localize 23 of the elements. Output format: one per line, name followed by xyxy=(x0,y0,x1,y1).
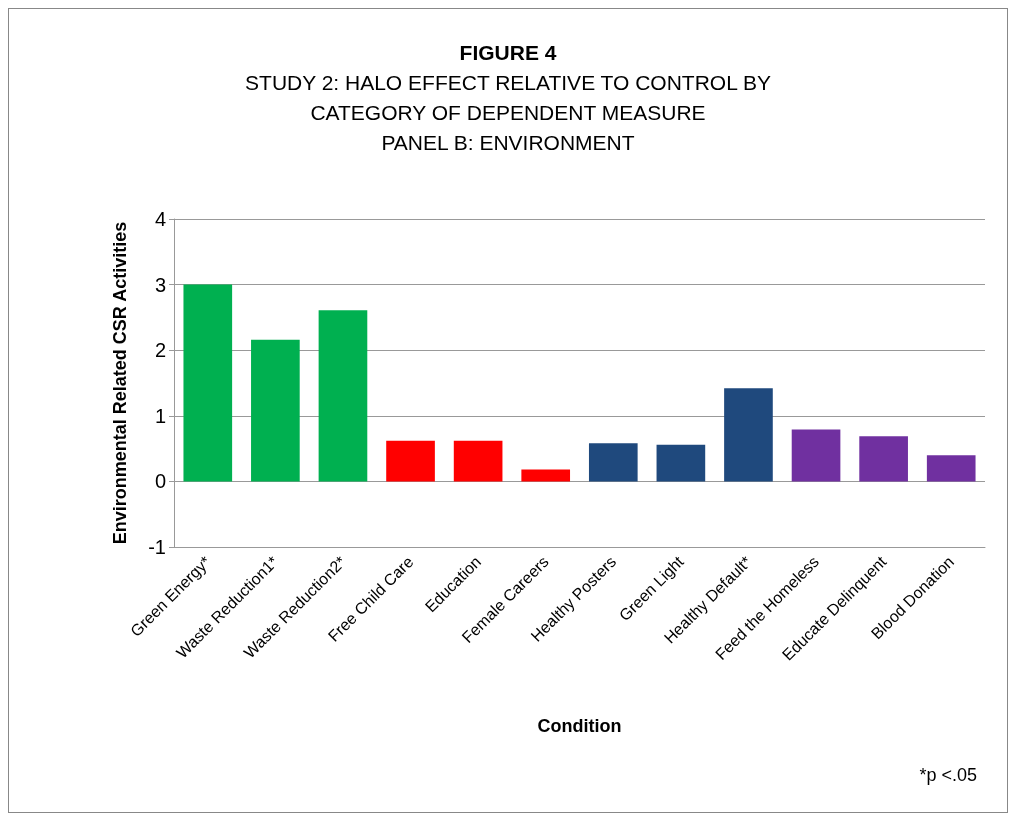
bar xyxy=(521,469,571,482)
chart-title: FIGURE 4 xyxy=(459,41,557,64)
y-tick-label: -1 xyxy=(148,536,166,558)
bar xyxy=(318,310,368,482)
chart-subtitle: STUDY 2: HALO EFFECT RELATIVE TO CONTROL BY CATEGORY OF DEPENDENT MEASURE PANEL B: ENVIRONMENT xyxy=(245,70,771,154)
y-axis-title: Environmental Related CSR Activities xyxy=(110,221,130,545)
bar xyxy=(859,436,908,482)
text: *p <.05 xyxy=(919,765,978,785)
bar xyxy=(724,388,773,482)
bar xyxy=(386,440,435,482)
bar xyxy=(791,429,841,482)
bar xyxy=(183,284,233,482)
bar xyxy=(656,444,706,482)
bar xyxy=(588,443,638,482)
y-tick-label: 4 xyxy=(154,208,166,230)
bar xyxy=(926,455,976,482)
bar xyxy=(251,339,300,482)
y-tick-label: 2 xyxy=(154,339,166,362)
y-tick-label: 1 xyxy=(154,404,166,427)
y-tick-label: 3 xyxy=(154,273,166,296)
bar xyxy=(453,440,503,482)
y-tick-label: 0 xyxy=(154,470,166,493)
x-axis-title: Condition xyxy=(537,716,622,736)
